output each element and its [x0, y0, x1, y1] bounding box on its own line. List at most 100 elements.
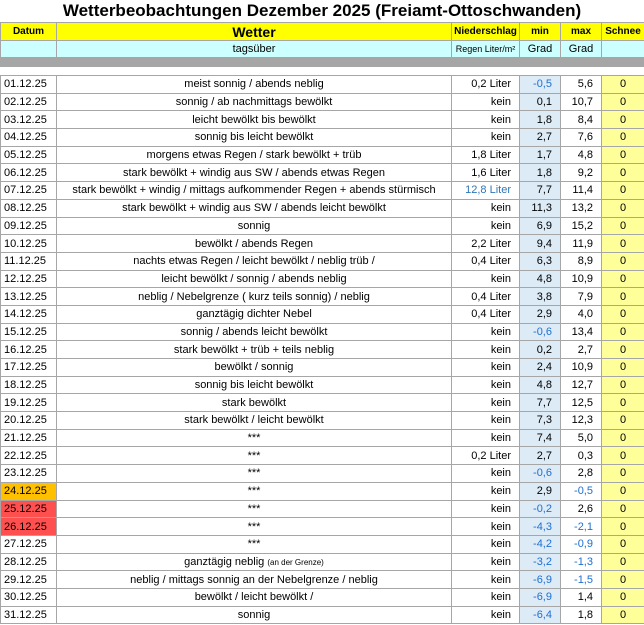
data-row: 02.12.25 sonnig / ab nachmittags bewölkt k…	[0, 92, 644, 112]
max-cell: 10,9	[560, 358, 602, 377]
min-cell: 2,9	[519, 481, 561, 501]
date-cell: 30.12.25	[0, 587, 57, 607]
weather-text: stark bewölkt + trüb + teils neblig	[173, 343, 335, 356]
min-cell: -0,5	[519, 75, 561, 94]
weather-cell: bewölkt / abends Regen	[56, 234, 452, 253]
min-cell: 6,3	[519, 251, 561, 271]
weather-cell: bewölkt / leicht bewölkt /	[56, 587, 452, 607]
precip-cell: kein	[451, 358, 520, 377]
weather-cell: ganztägig neblig (an der Grenze)	[56, 552, 452, 572]
date-cell: 01.12.25	[0, 75, 57, 94]
weather-cell: ***	[56, 446, 452, 466]
data-row: 15.12.25 sonnig / abends leicht bewölkt ke…	[0, 322, 644, 342]
weather-text: ***	[247, 538, 261, 551]
data-row: 16.12.25 stark bewölkt + trüb + teils neb…	[0, 340, 644, 359]
weather-text: sonnig bis leicht bewölkt	[194, 379, 314, 392]
date-cell: 08.12.25	[0, 198, 57, 218]
date-cell: 03.12.25	[0, 110, 57, 130]
header-cell: Niederschlag	[451, 22, 520, 41]
snow-cell: 0	[601, 75, 644, 94]
snow-cell: 0	[601, 322, 644, 342]
precip-cell: kein	[451, 464, 520, 483]
max-cell: 9,2	[560, 163, 602, 183]
max-cell: 2,7	[560, 340, 602, 359]
min-cell: 7,4	[519, 428, 561, 448]
min-cell: 2,9	[519, 304, 561, 324]
weather-cell: stark bewölkt + windig / mittags aufkomm…	[56, 181, 452, 200]
min-cell: 1,8	[519, 110, 561, 130]
min-cell: 11,3	[519, 198, 561, 218]
date-cell: 27.12.25	[0, 534, 57, 554]
min-cell: 3,8	[519, 287, 561, 306]
date-cell: 20.12.25	[0, 411, 57, 430]
max-cell: -0,5	[560, 481, 602, 501]
weather-cell: ***	[56, 499, 452, 519]
weather-cell: bewölkt / sonnig	[56, 358, 452, 377]
date-cell: 02.12.25	[0, 92, 57, 112]
snow-cell: 0	[601, 464, 644, 483]
min-cell: 9,4	[519, 234, 561, 253]
snow-cell: 0	[601, 269, 644, 289]
weather-table: Datum Wetter Niederschlag min max Schnee…	[0, 22, 644, 625]
date-cell: 17.12.25	[0, 358, 57, 377]
weather-text: ganztägig dichter Nebel	[196, 308, 312, 321]
max-cell: 7,9	[560, 287, 602, 306]
max-cell: 0,3	[560, 446, 602, 466]
date-cell: 05.12.25	[0, 145, 57, 165]
weather-cell: sonnig bis leicht bewölkt	[56, 375, 452, 395]
header-cell: Grad	[560, 40, 602, 58]
weather-cell: ***	[56, 428, 452, 448]
date-cell: 21.12.25	[0, 428, 57, 448]
weather-text: stark bewölkt	[221, 396, 287, 409]
header-cell: Grad	[519, 40, 561, 58]
data-row: 31.12.25 sonnig kein -6,4 1,8 0	[0, 605, 644, 625]
weather-text: sonnig bis leicht bewölkt	[194, 131, 314, 144]
weather-cell: ***	[56, 464, 452, 483]
header-cell: Datum	[0, 22, 57, 41]
header-cell	[601, 40, 644, 58]
header-cell	[0, 40, 57, 58]
header-cell: Wetter	[56, 22, 452, 41]
header-cell: Regen Liter/m²	[451, 40, 520, 58]
max-cell: 4,8	[560, 145, 602, 165]
weather-text: ***	[247, 432, 261, 445]
date-cell: 29.12.25	[0, 570, 57, 589]
weather-text: sonnig	[237, 219, 271, 232]
max-cell: 8,4	[560, 110, 602, 130]
min-cell: 7,3	[519, 411, 561, 430]
max-cell: 12,7	[560, 375, 602, 395]
precip-cell: 2,2 Liter	[451, 234, 520, 253]
max-cell: -1,5	[560, 570, 602, 589]
weather-cell: nachts etwas Regen / leicht bewölkt / ne…	[56, 251, 452, 271]
snow-cell: 0	[601, 534, 644, 554]
min-cell: -6,4	[519, 605, 561, 625]
data-row: 07.12.25 stark bewölkt + windig / mittags…	[0, 181, 644, 200]
data-row: 13.12.25 neblig / Nebelgrenze ( kurz teil…	[0, 287, 644, 306]
data-row: 25.12.25 *** kein -0,2 2,6 0	[0, 499, 644, 519]
data-row: 03.12.25 leicht bewölkt bis bewölkt kein 1,…	[0, 110, 644, 130]
precip-cell: kein	[451, 499, 520, 519]
data-row: 22.12.25 *** 0,2 Liter 2,7 0,3 0	[0, 446, 644, 466]
weather-text: bewölkt / leicht bewölkt /	[194, 591, 314, 604]
max-cell: 13,2	[560, 198, 602, 218]
weather-cell: neblig / Nebelgrenze ( kurz teils sonnig…	[56, 287, 452, 306]
data-row: 29.12.25 neblig / mittags sonnig an der N…	[0, 570, 644, 589]
max-cell: -1,3	[560, 552, 602, 572]
max-cell: 8,9	[560, 251, 602, 271]
min-cell: 7,7	[519, 393, 561, 413]
precip-cell: kein	[451, 393, 520, 413]
snow-cell: 0	[601, 234, 644, 253]
weather-cell: stark bewölkt / leicht bewölkt	[56, 411, 452, 430]
precip-cell: 0,4 Liter	[451, 304, 520, 324]
data-row: 09.12.25 sonnig kein 6,9 15,2 0	[0, 216, 644, 236]
min-cell: 2,7	[519, 128, 561, 147]
data-row: 10.12.25 bewölkt / abends Regen 2,2 Liter 9…	[0, 234, 644, 253]
header-cell: max	[560, 22, 602, 41]
max-cell: 11,4	[560, 181, 602, 200]
weather-text: bewölkt / sonnig	[214, 361, 294, 374]
weather-text: morgens etwas Regen / stark bewölkt + tr…	[146, 149, 362, 162]
precip-cell: kein	[451, 269, 520, 289]
snow-cell: 0	[601, 251, 644, 271]
max-cell: 12,3	[560, 411, 602, 430]
min-cell: -3,2	[519, 552, 561, 572]
